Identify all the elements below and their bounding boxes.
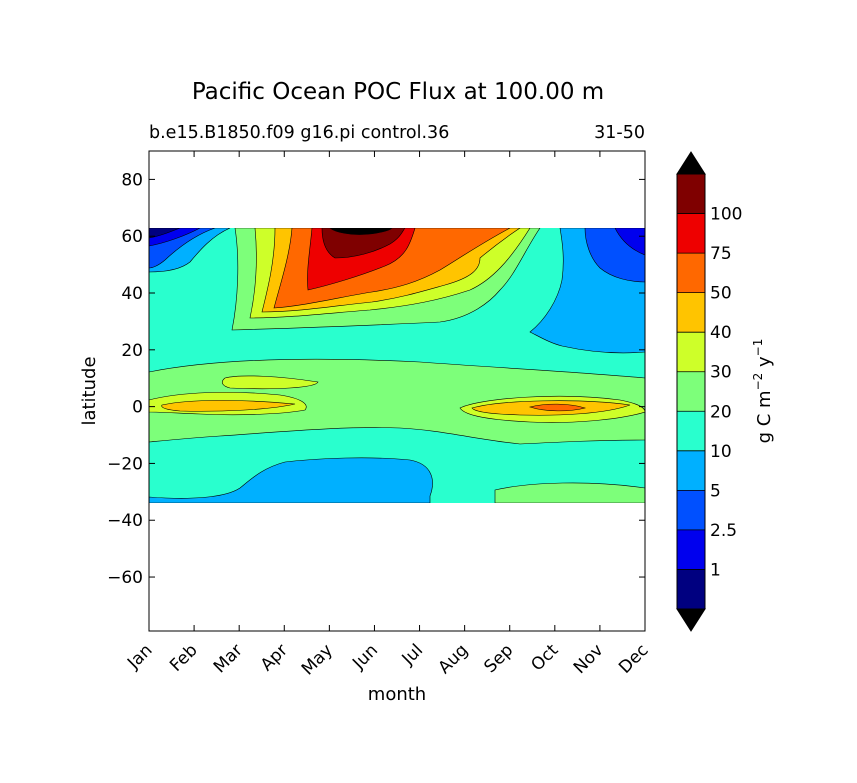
x-tick-label-mar: Mar <box>210 640 247 677</box>
region-5-10-south <box>149 457 433 503</box>
colorbar-label-exp2: −1 <box>751 339 765 357</box>
region-50-75-equatorial-east <box>528 403 587 412</box>
y-tick-label: 40 <box>121 284 143 304</box>
x-tick-label-oct: Oct <box>527 640 562 675</box>
y-axis: 80 60 40 20 0 −20 −40 −60 <box>107 170 645 588</box>
colorbar-tick-label: 75 <box>710 244 732 264</box>
chart-subtitle-right: 31-50 <box>594 123 645 143</box>
y-axis-label: latitude <box>79 356 100 425</box>
colorbar-label-exp1: −2 <box>751 373 765 391</box>
y-tick-label: 20 <box>121 341 143 361</box>
colorbar-extend-top <box>676 151 706 175</box>
x-axis-label: month <box>368 684 426 705</box>
y-tick-label: −20 <box>107 454 143 474</box>
x-tick-label-jan: Jan <box>123 640 156 673</box>
colorbar-label: g C m−2 y−1 <box>751 339 775 444</box>
x-tick-label-may: May <box>298 640 337 679</box>
colorbar-band <box>677 569 705 609</box>
colorbar-band <box>677 529 705 570</box>
region-30-40-upper-west <box>221 375 319 390</box>
colorbar-tick-label: 50 <box>710 284 732 304</box>
colorbar-band <box>677 174 705 214</box>
region-over-max <box>329 228 393 235</box>
chart-subtitle-left: b.e15.B1850.f09 g16.pi control.36 <box>149 123 449 143</box>
colorbar: 1 2.5 5 10 20 30 40 50 75 100 <box>676 151 742 632</box>
colorbar-band <box>677 450 705 491</box>
colorbar-tick-label: 2.5 <box>710 521 737 541</box>
region-1-2p5-northeast <box>614 228 645 256</box>
colorbar-frame <box>676 173 706 610</box>
colorbar-tick-label: 100 <box>710 205 742 225</box>
colorbar-tick-label: 10 <box>710 442 732 462</box>
x-tick-label-aug: Aug <box>435 640 473 678</box>
y-tick-label: −40 <box>107 511 143 531</box>
colorbar-label-main: g C m <box>754 390 775 443</box>
plot-frame <box>148 150 646 632</box>
colorbar-tick-label: 40 <box>710 323 732 343</box>
region-20-30-south <box>494 482 645 503</box>
y-tick-label: 80 <box>121 170 143 190</box>
colorbar-band <box>677 292 705 333</box>
x-tick-label-apr: Apr <box>257 640 292 675</box>
colorbar-band <box>677 411 705 451</box>
colorbar-tick-label: 5 <box>710 481 721 501</box>
chart-title: Pacific Ocean POC Flux at 100.00 m <box>192 79 604 105</box>
colorbar-band <box>677 332 705 372</box>
x-tick-label-nov: Nov <box>570 640 608 678</box>
colorbar-tick-label: 20 <box>710 402 732 422</box>
colorbar-band <box>677 213 705 254</box>
region-40-50-equatorial-west <box>161 400 296 412</box>
region-100-plus-core <box>321 228 406 259</box>
colorbar-label-mid: y <box>754 356 775 373</box>
y-tick-label: 60 <box>121 227 143 247</box>
x-tick-label-jul: Jul <box>398 640 427 669</box>
colorbar-band <box>677 371 705 412</box>
colorbar-tick-label: 30 <box>710 363 732 383</box>
x-tick-label-jun: Jun <box>348 640 382 674</box>
y-tick-label: 0 <box>132 398 143 418</box>
colorbar-band <box>677 253 705 293</box>
contour-field <box>149 228 645 503</box>
x-tick-label-dec: Dec <box>615 640 652 677</box>
x-tick-label-sep: Sep <box>480 640 517 677</box>
colorbar-tick-label: 1 <box>710 560 721 580</box>
colorbar-extend-bottom <box>676 608 706 632</box>
x-tick-label-feb: Feb <box>166 640 201 675</box>
y-tick-label: −60 <box>107 568 143 588</box>
colorbar-band <box>677 490 705 530</box>
